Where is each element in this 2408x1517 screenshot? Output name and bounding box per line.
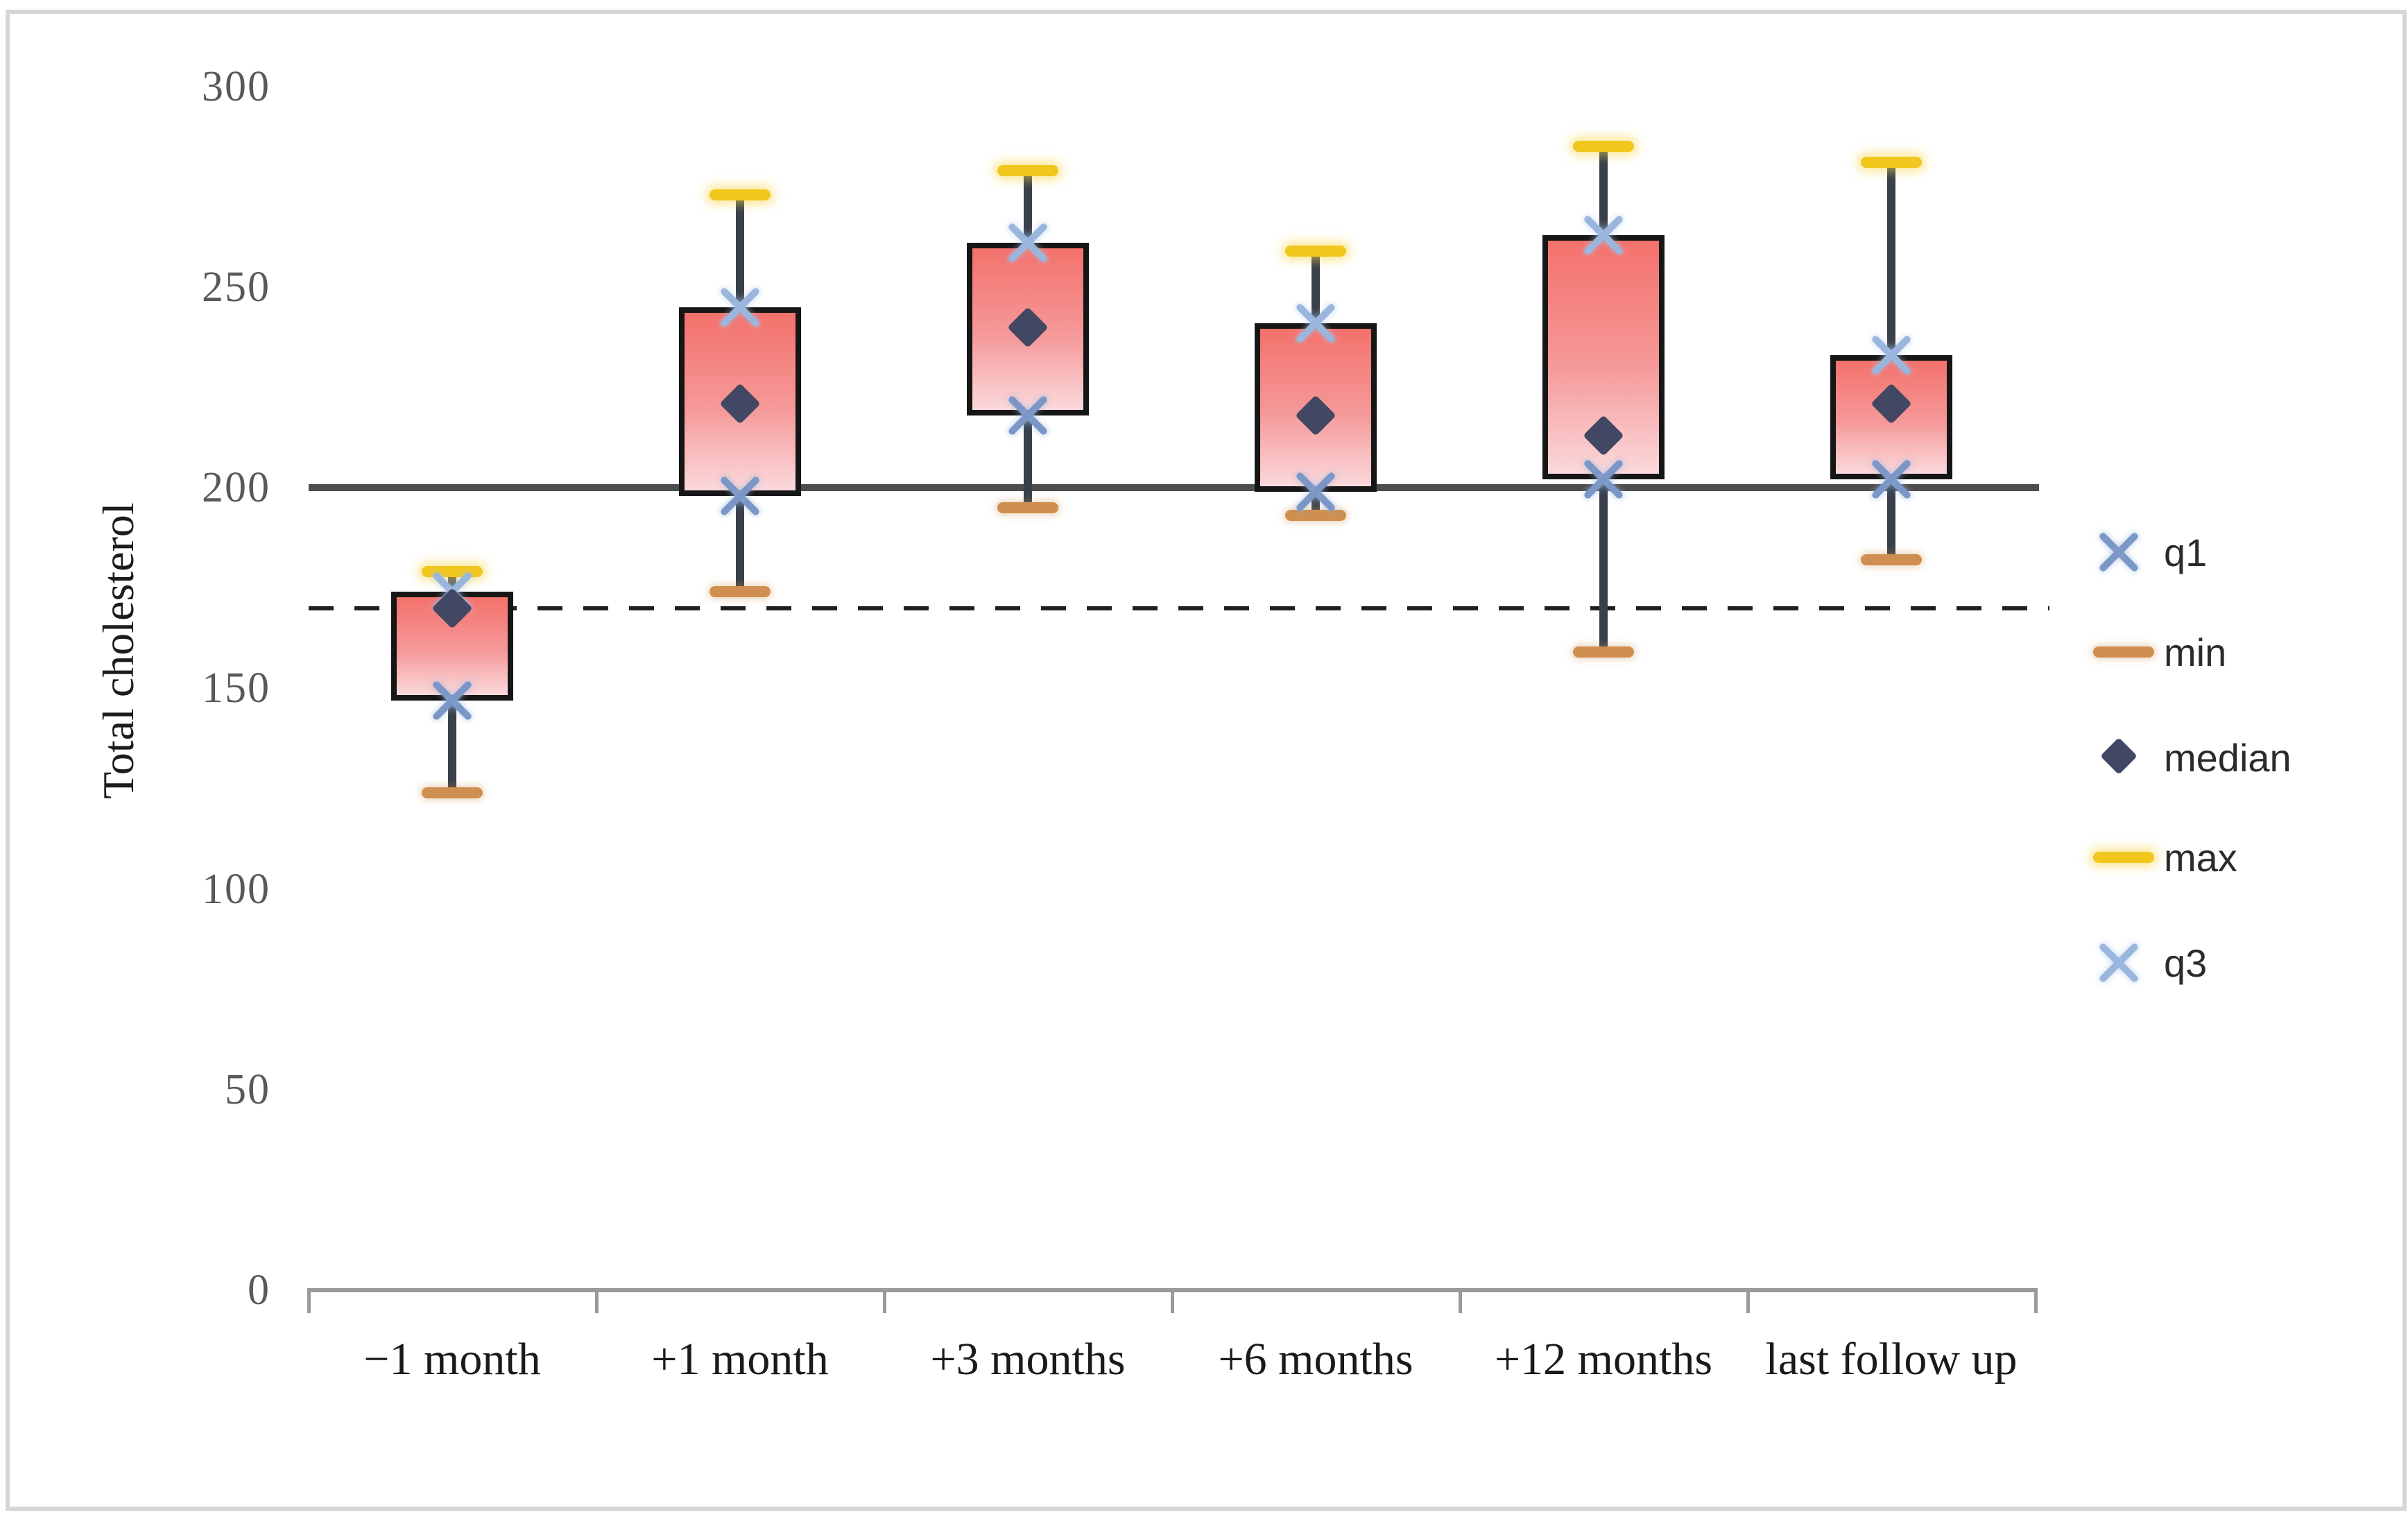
legend-label: median [2164,735,2291,780]
y-axis-tick-label: 150 [202,665,270,712]
legend-item-max: max [2088,824,2237,891]
q1-marker-5 [1578,454,1629,505]
x-axis-tick [883,1288,886,1313]
chart-legend: q1 min median max q3 [2088,486,2393,1040]
x-axis-category-label: +6 months [1218,1334,1413,1385]
legend-label: min [2164,630,2227,674]
legend-item-q3: q3 [2088,929,2207,996]
legend-item-median: median [2088,724,2291,791]
q1-marker-4 [1290,466,1341,517]
q1-marker-3 [1002,390,1054,441]
y-axis-tick-label: 200 [202,464,270,511]
legend-q3-marker-icon [2088,929,2164,996]
max-marker-5 [1573,141,1634,153]
x-axis-tick [1746,1288,1750,1313]
x-axis-tick [307,1288,311,1313]
min-marker-6 [1861,554,1922,566]
min-marker-2 [710,586,771,598]
legend-label: q3 [2164,941,2208,985]
x-axis-category-label: −1 month [363,1334,541,1385]
x-axis-tick [1459,1288,1462,1313]
x-axis-tick [2034,1288,2038,1313]
reference-line-200 [309,484,2039,491]
y-axis-tick-label: 100 [202,865,270,913]
legend-item-q1: q1 [2088,519,2207,585]
min-marker-1 [422,787,483,798]
figure-border [6,10,2407,1511]
x-axis-category-label: +12 months [1494,1334,1713,1385]
min-marker-3 [997,502,1058,513]
min-marker-5 [1573,646,1634,658]
x-axis-tick [1171,1288,1174,1313]
legend-median-marker-icon [2088,724,2164,791]
legend-label: max [2164,835,2237,880]
x-axis-category-label: last follow up [1765,1334,2018,1385]
y-axis-tick-label: 250 [202,263,270,311]
y-axis-tick-label: 50 [225,1065,270,1113]
max-marker-3 [997,164,1058,176]
q3-marker-3 [1002,217,1054,268]
y-axis-tick-label: 300 [202,62,270,110]
min-marker-4 [1285,510,1346,522]
q3-marker-4 [1290,298,1341,349]
max-marker-2 [710,189,771,200]
q3-marker-2 [714,282,766,333]
legend-max-marker-icon [2088,824,2164,891]
q1-marker-6 [1866,454,1917,505]
q3-marker-5 [1578,209,1629,261]
q1-marker-2 [714,470,766,522]
x-axis-tick [595,1288,599,1313]
reference-line-170-dashed [309,606,2049,610]
x-axis-category-label: +1 month [651,1334,829,1385]
q1-marker-1 [427,675,478,726]
legend-q1-marker-icon [2088,519,2164,585]
max-marker-6 [1861,157,1922,169]
legend-min-marker-icon [2088,619,2164,685]
y-axis-tick-label: 0 [248,1267,270,1314]
x-axis-category-label: +3 months [930,1334,1126,1385]
legend-label: q1 [2164,530,2208,574]
q3-marker-6 [1866,329,1917,381]
max-marker-4 [1285,245,1346,257]
legend-item-min: min [2088,619,2226,685]
